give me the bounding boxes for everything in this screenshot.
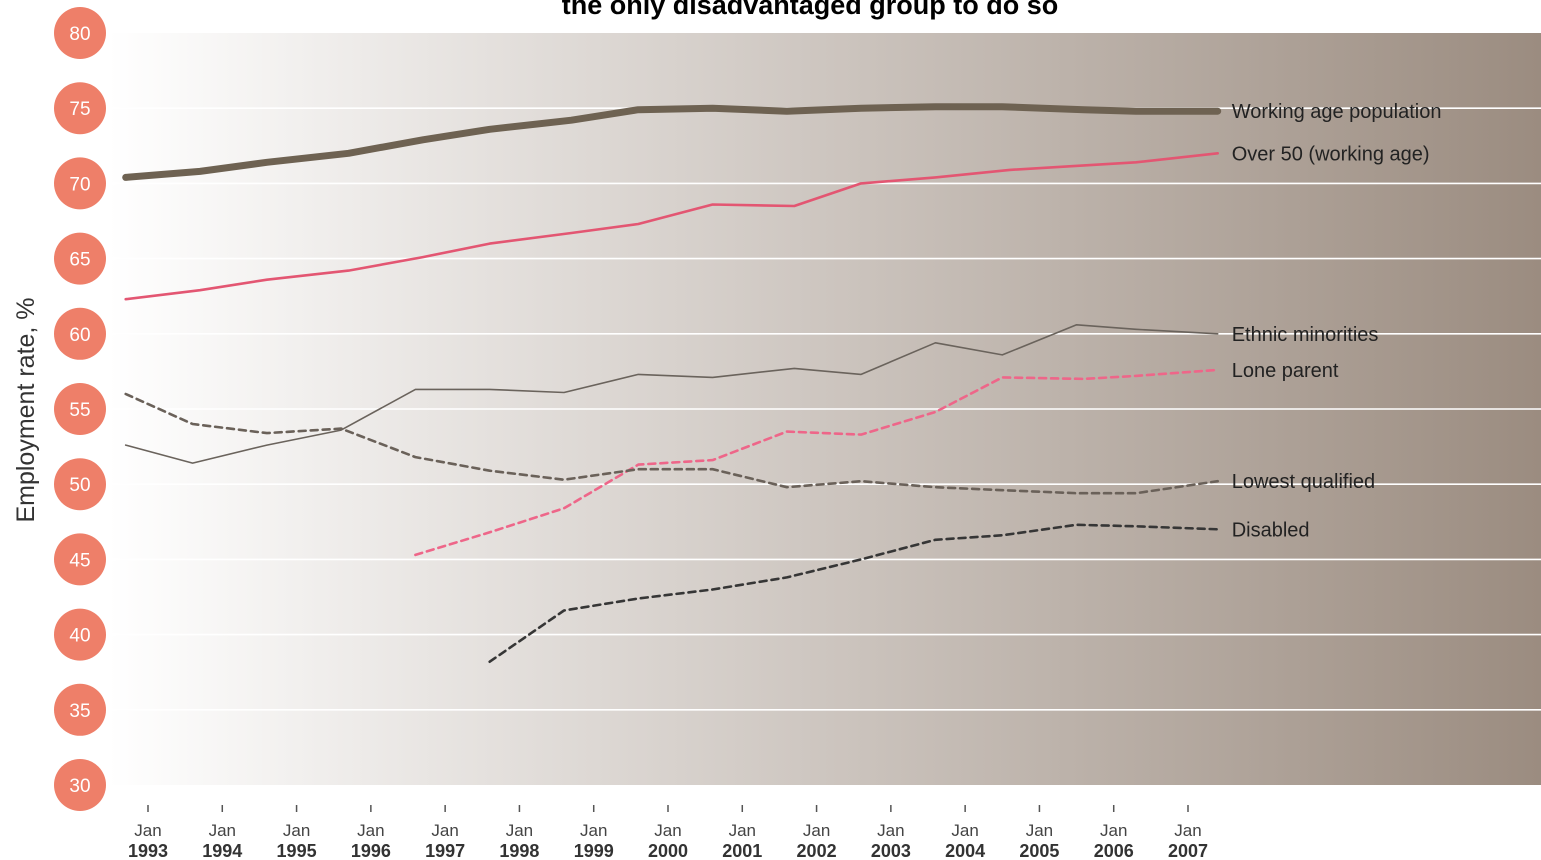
series-labels: Working age population Over 50 (working a…: [1232, 101, 1442, 541]
x-tick-month: Jan: [283, 821, 310, 840]
y-tick-label: 80: [69, 24, 90, 45]
series-line-lowest-qualified: [124, 392, 1219, 495]
x-axis: Jan1993Jan1994Jan1995Jan1996Jan1997Jan19…: [128, 805, 1208, 860]
y-tick-bubble: [54, 7, 106, 59]
x-tick-month: Jan: [431, 821, 458, 840]
series-label-lowest-qualified: Lowest qualified: [1232, 471, 1375, 493]
x-tick-year: 2006: [1094, 841, 1134, 860]
x-tick-month: Jan: [209, 821, 236, 840]
y-axis-label: Employment rate, %: [12, 297, 40, 522]
series-label-working-age-population: Working age population: [1232, 101, 1442, 123]
x-tick-month: Jan: [877, 821, 904, 840]
y-tick-label: 75: [69, 99, 90, 120]
x-tick-year: 1999: [574, 841, 614, 860]
series-line-over-50-working-age: [124, 152, 1219, 301]
x-tick-month: Jan: [134, 821, 161, 840]
y-tick-bubble: [54, 157, 106, 210]
y-tick-label: 30: [69, 776, 90, 797]
series-line-ethnic-minorities: [124, 323, 1219, 464]
y-tick-label: 45: [69, 550, 90, 571]
x-tick-year: 2007: [1168, 841, 1208, 860]
y-tick-bubble: [54, 232, 106, 285]
y-tick-bubble: [54, 307, 106, 360]
series-label-disabled: Disabled: [1232, 519, 1310, 541]
x-tick-year: 1994: [202, 841, 242, 860]
y-tick-bubble: [54, 383, 106, 435]
x-tick-year: 1993: [128, 841, 168, 860]
y-tick-bubble: [54, 82, 106, 135]
x-tick-month: Jan: [1026, 821, 1053, 840]
y-tick-label: 65: [69, 250, 90, 271]
series-line-lone-parent: [414, 368, 1219, 557]
y-tick-bubble: [54, 458, 106, 511]
y-axis: 80 75 70 65 60 55 50 45 40 35 30: [54, 7, 106, 811]
x-tick-year: 1997: [425, 841, 465, 860]
x-tick-year: 1996: [351, 841, 391, 860]
y-tick-bubble: [54, 608, 106, 661]
x-tick-month: Jan: [1174, 821, 1201, 840]
y-tick-label: 55: [69, 400, 90, 421]
x-tick-month: Jan: [1100, 821, 1127, 840]
series-line-disabled: [488, 523, 1219, 664]
y-tick-label: 35: [69, 701, 90, 722]
x-tick-year: 2000: [648, 841, 688, 860]
series-line-working-age-population: [122, 103, 1222, 181]
x-tick-month: Jan: [654, 821, 681, 840]
y-tick-bubble: [54, 533, 106, 586]
series-lines: [122, 103, 1222, 664]
series-label-lone-parent: Lone parent: [1232, 360, 1339, 382]
x-tick-year: 1995: [277, 841, 317, 860]
y-tick-label: 40: [69, 626, 90, 647]
x-tick-year: 1998: [499, 841, 539, 860]
x-tick-month: Jan: [951, 821, 978, 840]
x-tick-year: 2004: [945, 841, 985, 860]
y-tick-bubble: [54, 683, 106, 736]
x-tick-year: 2003: [871, 841, 911, 860]
series-label-ethnic-minorities: Ethnic minorities: [1232, 324, 1379, 346]
x-tick-month: Jan: [729, 821, 756, 840]
x-tick-month: Jan: [357, 821, 384, 840]
y-tick-bubble: [54, 759, 106, 811]
x-tick-month: Jan: [803, 821, 830, 840]
y-tick-label: 70: [69, 174, 90, 195]
x-tick-month: Jan: [580, 821, 607, 840]
x-tick-year: 2001: [722, 841, 762, 860]
series-label-over-50-working-age: Over 50 (working age): [1232, 143, 1430, 165]
x-tick-month: Jan: [506, 821, 533, 840]
y-tick-label: 60: [69, 325, 90, 346]
chart-title: the only disadvantaged group to do so: [561, 0, 1059, 20]
y-tick-label: 50: [69, 475, 90, 496]
x-tick-year: 2005: [1019, 841, 1059, 860]
x-tick-year: 2002: [797, 841, 837, 860]
